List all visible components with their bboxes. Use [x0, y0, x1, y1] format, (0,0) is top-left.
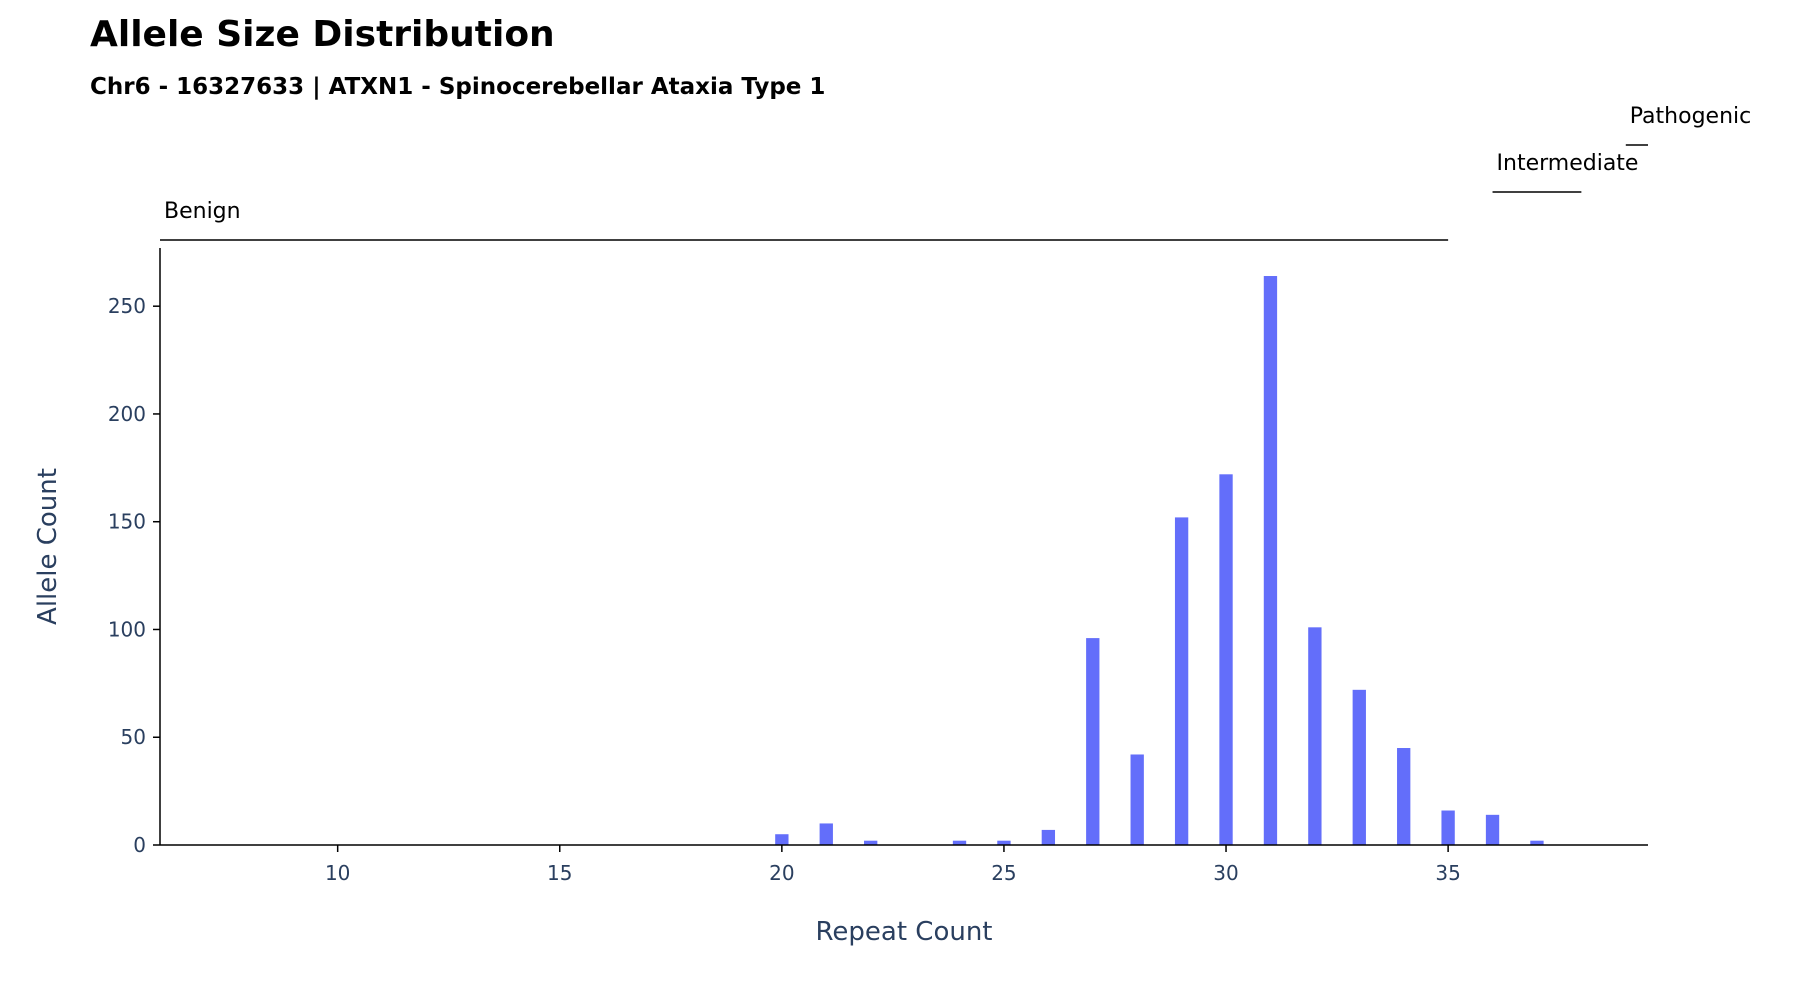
range-label-pathogenic: Pathogenic: [1630, 104, 1751, 129]
y-tick-label: 150: [108, 510, 146, 534]
x-tick-label: 30: [1213, 861, 1238, 885]
y-tick-label: 250: [108, 294, 146, 318]
bar-repeat-30: [1219, 474, 1233, 845]
axes: [159, 248, 1648, 846]
bar-repeat-21: [819, 823, 833, 845]
x-tick-label: 35: [1435, 861, 1460, 885]
range-label-benign: Benign: [164, 199, 241, 224]
bar-repeat-27: [1086, 638, 1100, 845]
bar-repeat-25: [997, 840, 1011, 845]
range-annotations: Benign Intermediate Pathogenic: [160, 104, 1751, 241]
x-tick-label: 10: [325, 861, 350, 885]
bar-repeat-22: [864, 840, 878, 845]
x-tick-label: 20: [769, 861, 794, 885]
y-tick-label: 50: [121, 725, 146, 749]
chart-title: Allele Size Distribution: [90, 14, 555, 55]
x-tick-label: 25: [991, 861, 1016, 885]
ticks: 10 15 20 25 30 35 0 50 100 150 200 250: [108, 294, 1461, 885]
x-axis-title: Repeat Count: [816, 917, 993, 947]
bar-repeat-28: [1130, 754, 1144, 845]
bar-repeat-31: [1263, 276, 1278, 845]
x-tick-label: 15: [547, 861, 572, 885]
bar-repeat-36: [1485, 814, 1500, 845]
bar-repeat-32: [1308, 627, 1322, 845]
bar-repeat-33: [1352, 689, 1366, 845]
chart-subtitle: Chr6 - 16327633 | ATXN1 - Spinocerebella…: [90, 74, 826, 100]
bar-repeat-29: [1174, 517, 1189, 845]
y-tick-label: 0: [133, 833, 146, 857]
y-tick-label: 100: [108, 617, 146, 641]
bar-repeat-20: [775, 834, 789, 845]
bars: [775, 276, 1544, 845]
y-tick-label: 200: [108, 402, 146, 426]
bar-repeat-35: [1441, 810, 1455, 845]
y-axis-title: Allele Count: [33, 468, 63, 625]
bar-repeat-37: [1530, 840, 1544, 845]
range-label-intermediate: Intermediate: [1497, 151, 1639, 176]
bar-repeat-24: [952, 840, 967, 845]
bar-repeat-26: [1041, 829, 1056, 845]
bar-repeat-34: [1397, 748, 1411, 845]
